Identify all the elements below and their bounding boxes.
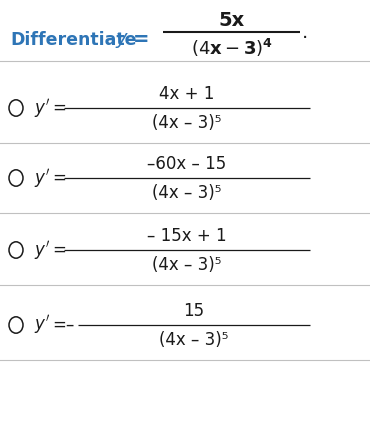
Text: (4x – 3)⁵: (4x – 3)⁵ (152, 184, 222, 202)
Text: =: = (133, 30, 149, 49)
Text: –60x – 15: –60x – 15 (147, 155, 226, 173)
Text: (4x – 3)⁵: (4x – 3)⁵ (152, 256, 222, 274)
Text: =: = (52, 241, 66, 259)
Text: 5x: 5x (219, 10, 245, 29)
Text: .: . (302, 23, 308, 42)
Text: (4x – 3)⁵: (4x – 3)⁵ (152, 114, 222, 132)
Text: Differentiate: Differentiate (10, 31, 137, 49)
Text: – 15x + 1: – 15x + 1 (147, 227, 227, 245)
Text: =: = (52, 99, 66, 117)
Text: =: = (52, 169, 66, 187)
Text: 15: 15 (184, 302, 205, 320)
Text: $\mathit{y}$: $\mathit{y}$ (115, 30, 129, 49)
Text: $y'$: $y'$ (34, 239, 50, 262)
Text: (4x – 3)⁵: (4x – 3)⁵ (159, 331, 229, 349)
Text: $y'$: $y'$ (34, 313, 50, 336)
Text: $(4\mathbf{x}-\mathbf{3})^{\mathbf{4}}$: $(4\mathbf{x}-\mathbf{3})^{\mathbf{4}}$ (191, 37, 273, 59)
Text: $y'$: $y'$ (34, 167, 50, 190)
Text: $y'$: $y'$ (34, 97, 50, 120)
Text: =: = (52, 316, 66, 334)
Text: 4x + 1: 4x + 1 (159, 85, 215, 103)
Text: –: – (66, 316, 80, 334)
